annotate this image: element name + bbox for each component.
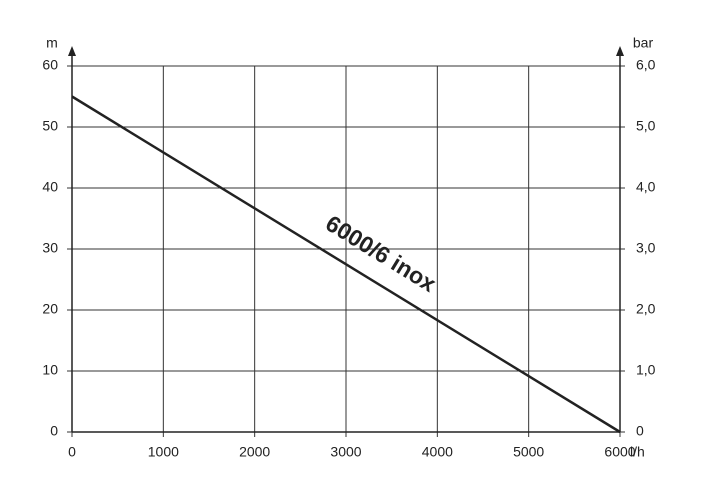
y2-axis-label: bar — [633, 35, 654, 51]
y2-tick-label: 6,0 — [636, 57, 656, 73]
y-tick-label: 10 — [42, 362, 58, 378]
x-tick-label: 1000 — [148, 444, 179, 460]
x-tick-label: 6000 — [604, 444, 635, 460]
y2-tick-label: 2,0 — [636, 301, 656, 317]
y2-tick-label: 3,0 — [636, 240, 656, 256]
x-tick-label: 3000 — [330, 444, 361, 460]
axis-arrow — [68, 46, 76, 56]
y-tick-label: 60 — [42, 57, 58, 73]
x-tick-label: 4000 — [422, 444, 453, 460]
y-tick-label: 40 — [42, 179, 58, 195]
x-tick-label: 0 — [68, 444, 76, 460]
y-tick-label: 30 — [42, 240, 58, 256]
y-tick-label: 50 — [42, 118, 58, 134]
x-axis-label: l/h — [630, 444, 645, 460]
y-axis-label: m — [46, 35, 58, 51]
x-tick-label: 5000 — [513, 444, 544, 460]
y-tick-label: 20 — [42, 301, 58, 317]
y2-tick-label: 5,0 — [636, 118, 656, 134]
y2-tick-label: 0 — [636, 423, 644, 439]
series-line — [71, 95, 621, 434]
y2-tick-label: 1,0 — [636, 362, 656, 378]
series-label: 6000/6 inox — [321, 210, 441, 297]
y-tick-label: 0 — [50, 423, 58, 439]
axis-arrow — [616, 46, 624, 56]
y2-tick-label: 4,0 — [636, 179, 656, 195]
x-tick-label: 2000 — [239, 444, 270, 460]
